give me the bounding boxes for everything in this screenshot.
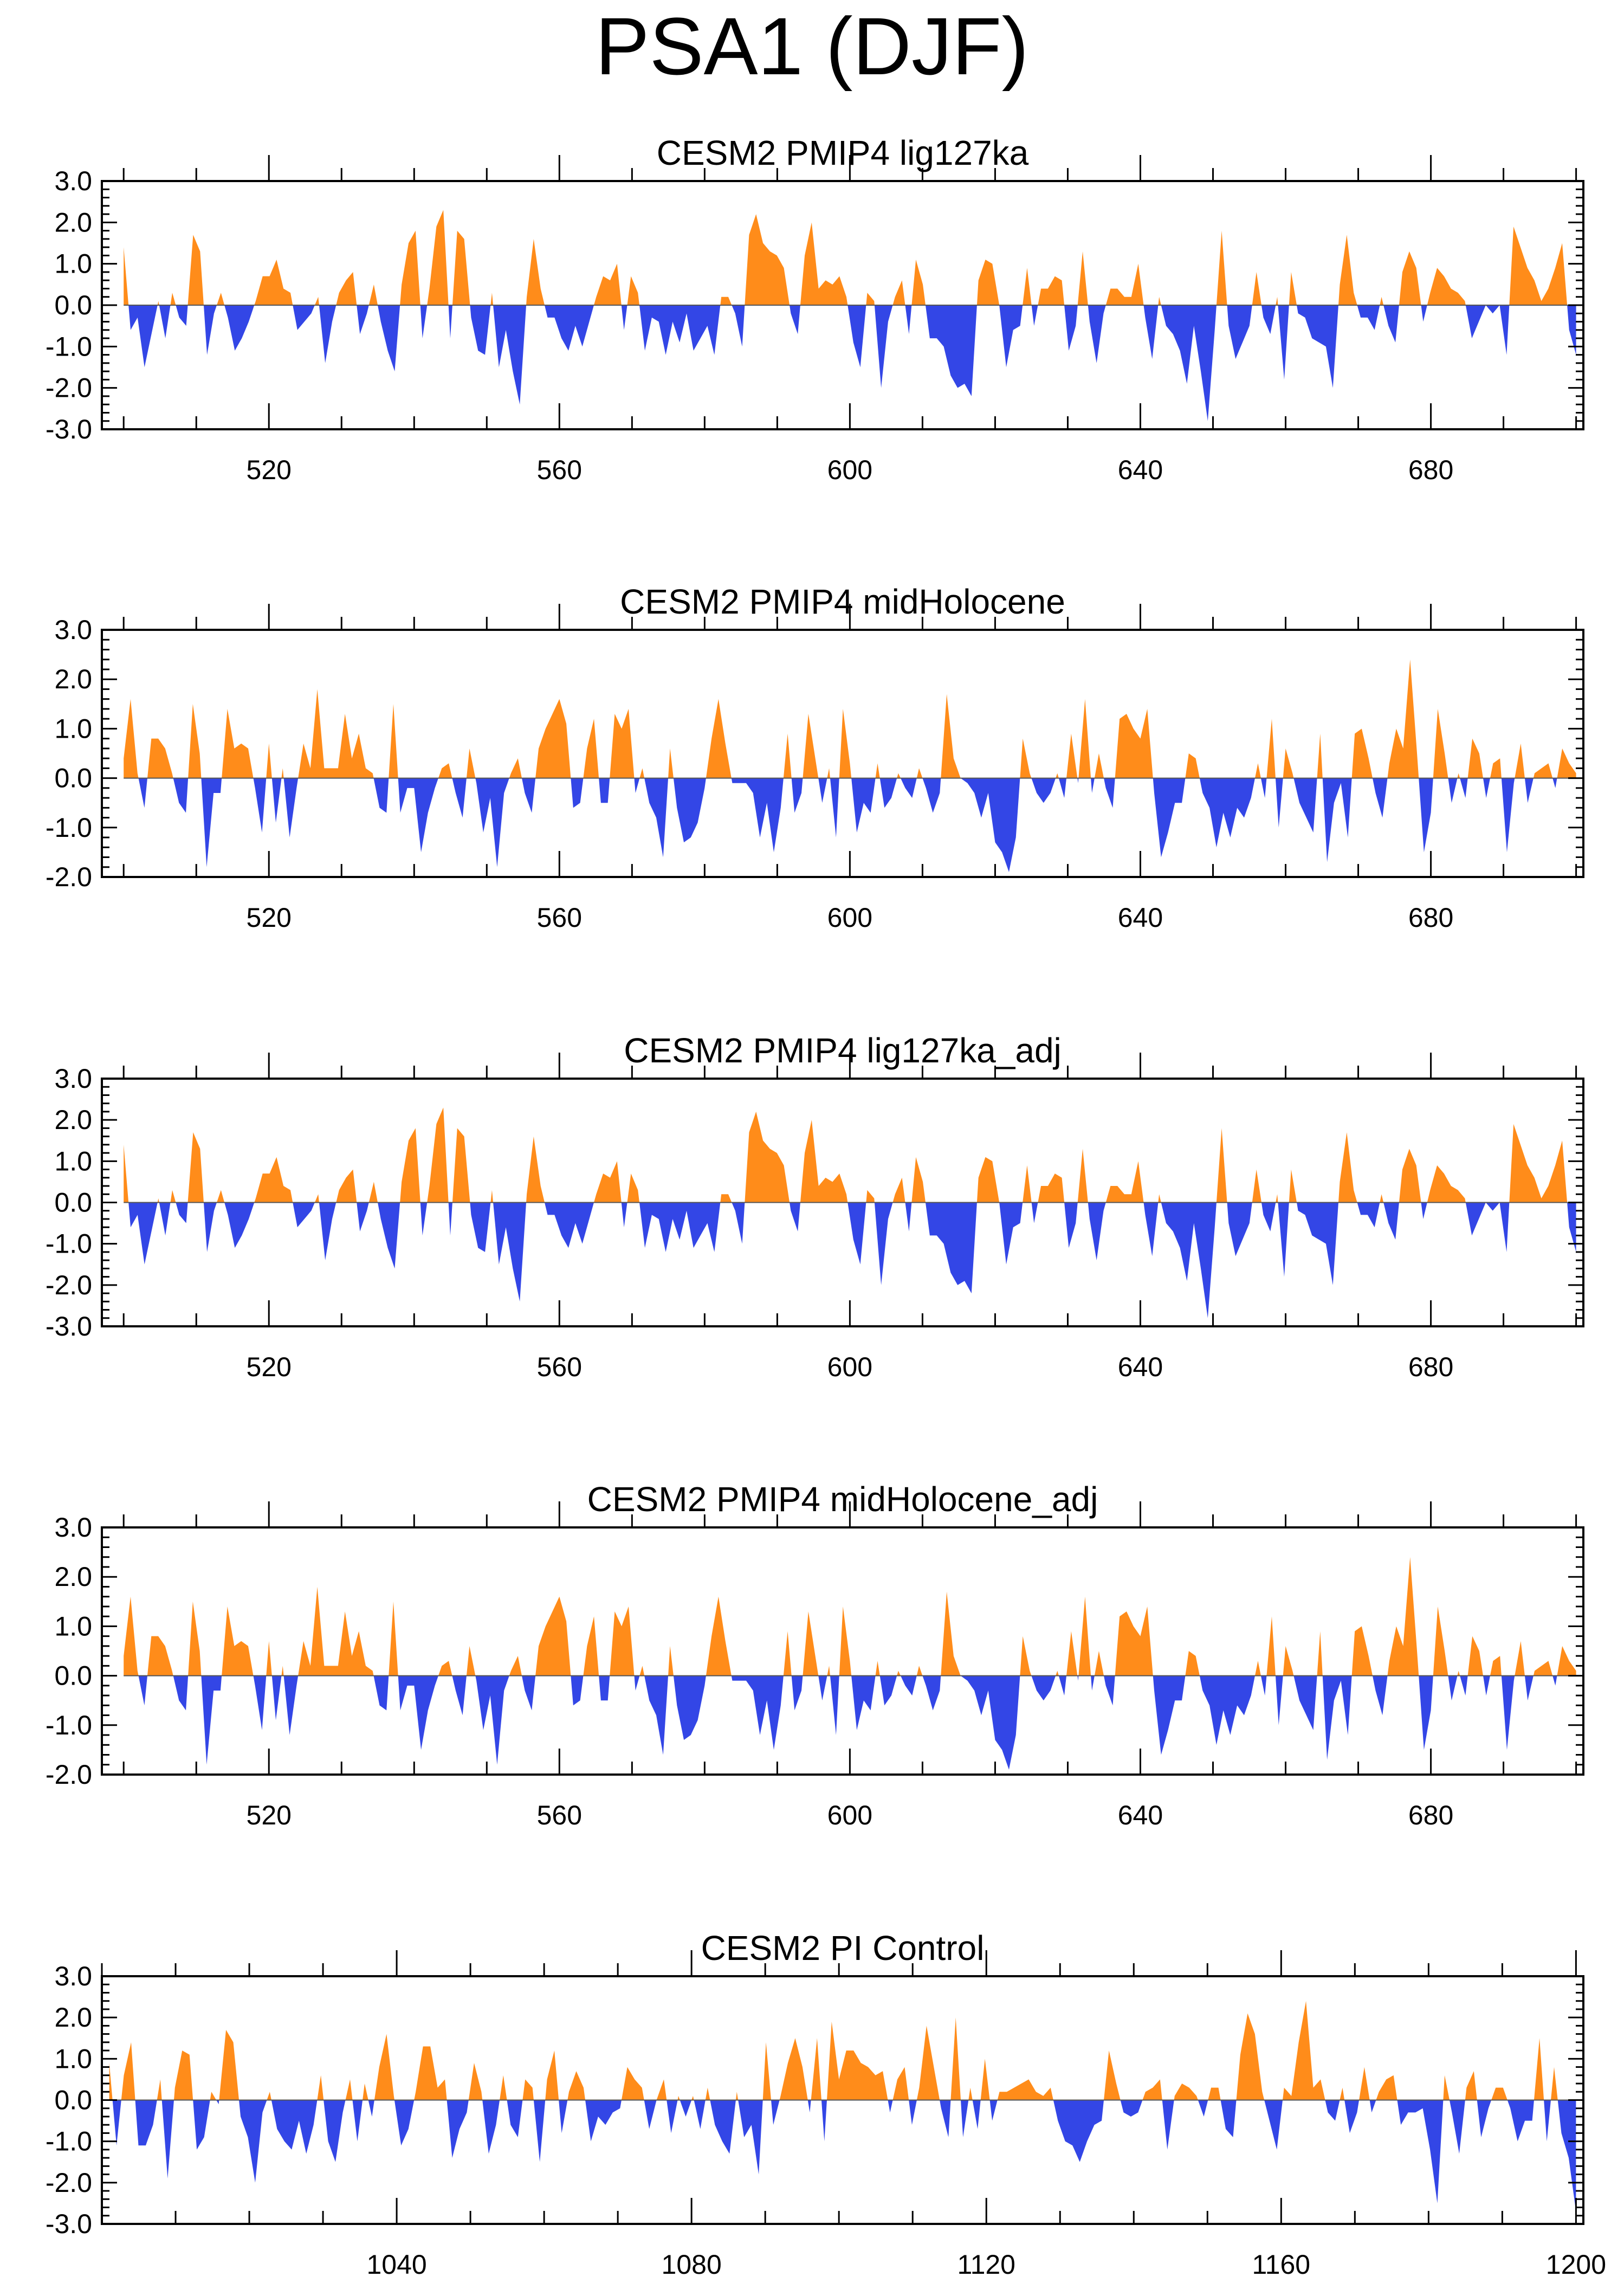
x-tick-label: 640 <box>1118 1352 1163 1382</box>
y-tick-label: -1.0 <box>46 812 92 843</box>
y-tick-label: -2.0 <box>46 373 92 403</box>
y-tick-label: 0.0 <box>54 2085 92 2116</box>
y-tick-label: -1.0 <box>46 1229 92 1259</box>
x-tick-label: 520 <box>247 1352 292 1382</box>
y-tick-label: -2.0 <box>46 1270 92 1300</box>
x-tick-label: 1120 <box>957 2249 1015 2280</box>
chart-title: CESM2 PMIP4 lig127ka_adj <box>624 1031 1062 1070</box>
x-tick-label: 680 <box>1408 455 1453 485</box>
chart-title: CESM2 PMIP4 midHolocene <box>620 582 1065 621</box>
y-tick-label: 3.0 <box>54 615 92 645</box>
y-tick-label: 3.0 <box>54 1961 92 1991</box>
negative-area-series <box>124 305 1576 421</box>
positive-area-series <box>124 1557 1576 1676</box>
chart-title: CESM2 PI Control <box>701 1929 985 1968</box>
y-tick-label: 2.0 <box>54 1562 92 1592</box>
y-tick-label: -3.0 <box>46 414 92 444</box>
y-tick-label: 2.0 <box>54 1105 92 1135</box>
x-tick-label: 520 <box>247 455 292 485</box>
y-tick-label: 2.0 <box>54 664 92 694</box>
y-tick-label: -2.0 <box>46 1759 92 1790</box>
y-tick-label: 0.0 <box>54 290 92 320</box>
y-tick-label: -2.0 <box>46 862 92 892</box>
y-tick-label: -1.0 <box>46 2126 92 2157</box>
positive-area-series <box>124 659 1576 778</box>
plot-frame <box>101 629 1584 878</box>
x-tick-label: 680 <box>1408 1800 1453 1830</box>
y-tick-label: -3.0 <box>46 1311 92 1342</box>
negative-area-series <box>109 2100 1576 2212</box>
chart-panel-5: CESM2 PI Control -3.0 -2.0 -1.0 0.0 1.0 2.0 3.0… <box>46 1929 1606 2280</box>
y-tick-label: 1.0 <box>54 2043 92 2074</box>
negative-area-series <box>124 778 1576 872</box>
y-tick-label: 0.0 <box>54 1188 92 1218</box>
chart-title: CESM2 PMIP4 midHolocene_adj <box>587 1480 1098 1519</box>
x-tick-label: 1040 <box>366 2249 426 2280</box>
y-tick-label: 2.0 <box>54 207 92 237</box>
plot-frame <box>101 1526 1584 1776</box>
x-tick-label: 560 <box>537 1352 582 1382</box>
positive-area-series <box>109 2001 1576 2100</box>
positive-area-series <box>124 1107 1576 1203</box>
chart-panel-1: CESM2 PMIP4 lig127ka -3.0 -2.0 -1.0 0.0 1.0 2.… <box>46 133 1584 485</box>
x-tick-label: 600 <box>827 455 872 485</box>
y-tick-label: 1.0 <box>54 1146 92 1176</box>
positive-area-series <box>124 210 1576 305</box>
x-tick-label: 1200 <box>1546 2249 1606 2280</box>
y-tick-label: 1.0 <box>54 249 92 279</box>
page-title: PSA1 (DJF) <box>595 1 1029 92</box>
x-tick-label: 560 <box>537 455 582 485</box>
y-tick-label: -1.0 <box>46 331 92 362</box>
x-tick-label: 640 <box>1118 902 1163 933</box>
y-tick-label: 3.0 <box>54 1063 92 1094</box>
chart-panel-4: CESM2 PMIP4 midHolocene_adj -2.0 -1.0 0.0 1.… <box>46 1480 1584 1830</box>
y-tick-label: 2.0 <box>54 2002 92 2033</box>
x-tick-label: 520 <box>247 1800 292 1830</box>
negative-area-series <box>124 1202 1576 1318</box>
x-tick-label: 1080 <box>662 2249 722 2280</box>
x-tick-label: 600 <box>827 1352 872 1382</box>
x-tick-label: 560 <box>537 902 582 933</box>
chart-title: CESM2 PMIP4 lig127ka <box>657 133 1029 172</box>
x-tick-label: 640 <box>1118 455 1163 485</box>
chart-panel-2: CESM2 PMIP4 midHolocene -2.0 -1.0 0.0 1.0 2.0… <box>46 582 1584 933</box>
chart-panel-3: CESM2 PMIP4 lig127ka_adj -3.0 -2.0 -1.0 0.0 1… <box>46 1031 1584 1382</box>
x-tick-label: 640 <box>1118 1800 1163 1830</box>
y-tick-label: 3.0 <box>54 1512 92 1543</box>
x-tick-label: 560 <box>537 1800 582 1830</box>
y-tick-label: 1.0 <box>54 1611 92 1641</box>
y-tick-label: -2.0 <box>46 2168 92 2198</box>
y-tick-label: 1.0 <box>54 713 92 744</box>
x-tick-label: 520 <box>247 902 292 933</box>
x-tick-label: 680 <box>1408 902 1453 933</box>
y-tick-label: 3.0 <box>54 166 92 196</box>
y-tick-label: 0.0 <box>54 1661 92 1691</box>
x-tick-label: 600 <box>827 902 872 933</box>
x-tick-label: 600 <box>827 1800 872 1830</box>
y-tick-label: -1.0 <box>46 1710 92 1740</box>
x-tick-label: 680 <box>1408 1352 1453 1382</box>
y-tick-label: 0.0 <box>54 763 92 794</box>
x-tick-label: 1160 <box>1252 2249 1311 2280</box>
y-tick-label: -3.0 <box>46 2209 92 2239</box>
negative-area-series <box>124 1675 1576 1770</box>
